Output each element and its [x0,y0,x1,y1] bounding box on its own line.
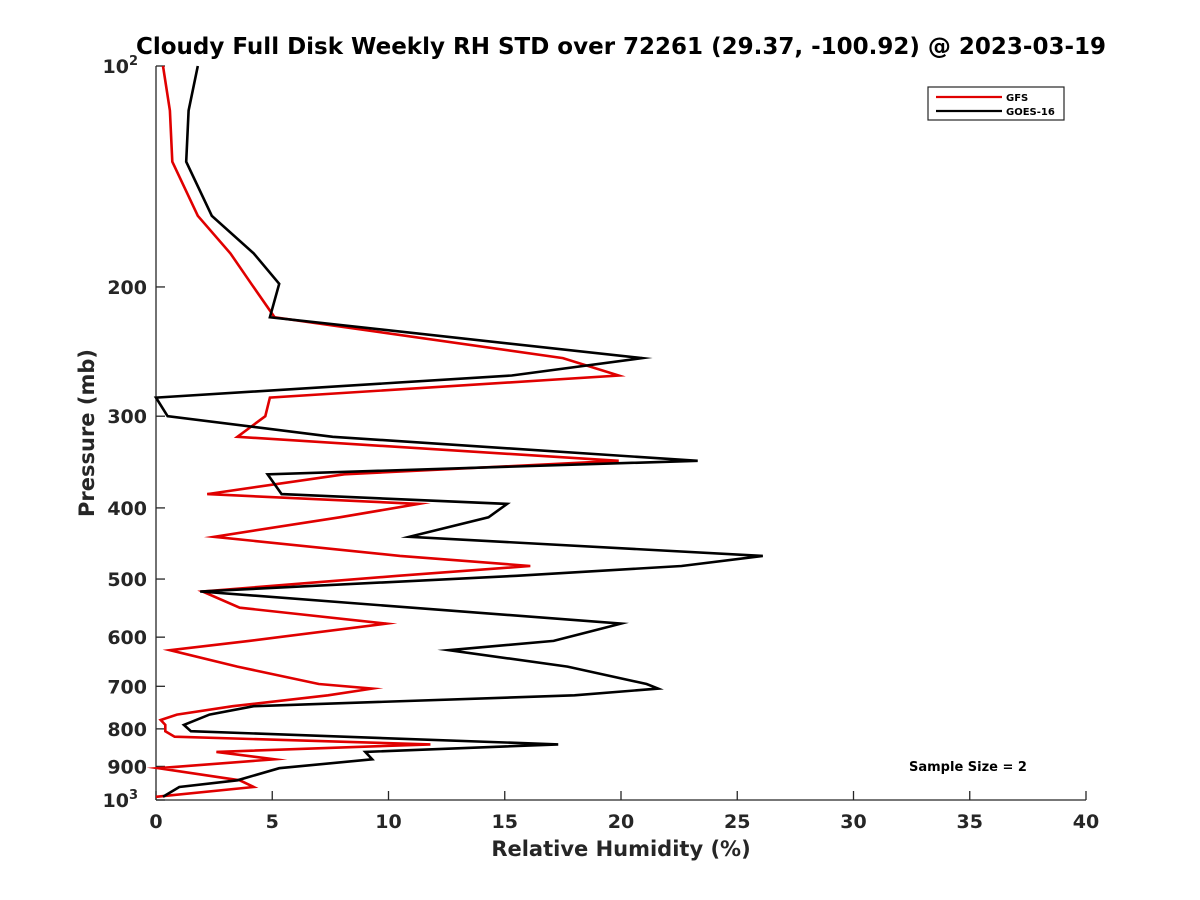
x-tick-label: 40 [1073,811,1099,833]
y-tick-label: 400 [107,498,147,520]
y-tick-label: 102 [103,54,139,78]
legend-box [927,86,1065,121]
legend-label: GFS [1006,93,1028,104]
y-tick-label: 500 [107,569,147,591]
x-tick-label: 0 [149,811,162,833]
y-tick-label: 700 [107,676,147,698]
x-tick-label: 30 [840,811,866,833]
x-tick-label: 5 [266,811,279,833]
y-tick-label: 300 [107,406,147,428]
x-tick-label: 25 [724,811,750,833]
series-line-goes-16 [153,65,763,798]
series-line-gfs [146,65,626,799]
chart-title: Cloudy Full Disk Weekly RH STD over 7226… [136,34,1106,60]
x-tick-label: 35 [957,811,983,833]
legend-label: GOES-16 [1006,107,1055,118]
x-tick-label: 15 [492,811,518,833]
y-tick-label: 900 [107,756,147,778]
y-tick-label: 200 [107,277,147,299]
x-tick-label: 20 [608,811,634,833]
legend: GFS GOES-16 [927,86,1065,121]
plot-area: 0 5 10 15 20 25 30 35 40 102 200 300 400 500 600 700 800… [103,54,1100,833]
x-tick-label: 10 [375,811,401,833]
y-tick-label: 600 [107,627,147,649]
y-tick-label: 103 [103,788,139,812]
sample-size-annotation: Sample Size = 2 [909,760,1027,775]
y-tick-label: 800 [107,719,147,741]
x-axis-label: Relative Humidity (%) [491,837,750,861]
y-axis-label: Pressure (mb) [75,349,99,517]
